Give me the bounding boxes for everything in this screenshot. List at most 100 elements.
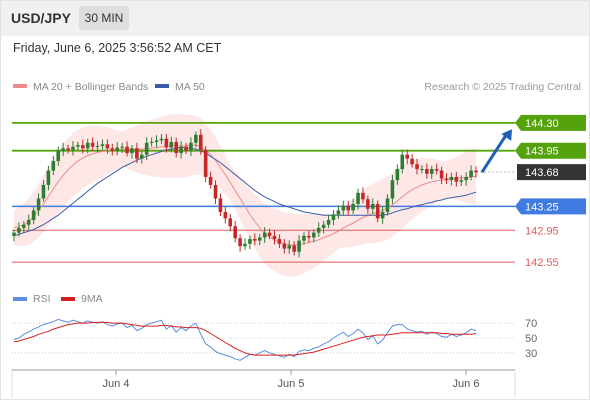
- rsi-legend-swatch-1: [61, 297, 75, 301]
- candle-body: [115, 147, 120, 151]
- candle-body: [66, 148, 70, 150]
- candle-body: [189, 142, 193, 151]
- candle-body: [154, 140, 159, 142]
- candle-body: [144, 142, 149, 155]
- level-label-142.95: 142.95: [525, 225, 559, 237]
- candle-body: [316, 227, 321, 233]
- forecast-arrow-head: [501, 129, 512, 141]
- candle-body: [233, 226, 237, 239]
- level-label-143.25: 143.25: [525, 201, 559, 213]
- candle-body: [267, 232, 272, 236]
- legend-swatch-1: [155, 84, 169, 88]
- legend-swatch-0: [13, 84, 27, 88]
- level-label-142.55: 142.55: [525, 257, 559, 269]
- candle-body: [272, 235, 277, 240]
- level-tag-143.95: [515, 142, 586, 159]
- datetime-label: Friday, June 6, 2025 3:56:52 AM CET: [13, 41, 222, 55]
- candle-body: [139, 154, 144, 159]
- candle-body: [238, 238, 242, 247]
- x-tick-jun-4: Jun 4: [103, 378, 130, 390]
- candle-body: [51, 161, 56, 171]
- candle-body: [321, 224, 326, 228]
- level-label-143.68: 143.68: [525, 167, 559, 179]
- candle-body: [174, 141, 178, 154]
- bollinger-band: [14, 114, 476, 277]
- legend-label-1: MA 50: [175, 81, 205, 93]
- candle-body: [149, 141, 154, 143]
- candle-body: [198, 134, 203, 150]
- x-tick-jun-6: Jun 6: [453, 378, 480, 390]
- candle-body: [459, 180, 464, 182]
- candle-body: [17, 227, 21, 233]
- candle-body: [120, 146, 124, 148]
- rsi-line: [13, 318, 477, 361]
- rsi-legend-swatch-0: [13, 297, 27, 301]
- candle-body: [213, 184, 218, 199]
- candle-body: [76, 145, 80, 147]
- candle-body: [405, 154, 409, 159]
- candle-body: [71, 146, 75, 150]
- candle-body: [125, 146, 129, 154]
- candle-body: [179, 146, 183, 154]
- candle-body: [474, 170, 478, 173]
- candles-group: [12, 129, 478, 258]
- candle-body: [208, 176, 213, 185]
- candle-body: [135, 148, 139, 159]
- rsi-ma-line: [13, 321, 477, 356]
- candle-body: [449, 176, 454, 181]
- candle-body: [105, 144, 110, 149]
- candle-body: [61, 148, 65, 151]
- candle-body: [366, 199, 370, 209]
- candle-body: [454, 176, 459, 182]
- candle-body: [110, 148, 115, 151]
- candle-body: [312, 232, 316, 238]
- candle-body: [56, 150, 61, 162]
- candle-body: [90, 142, 95, 147]
- candle-body: [336, 210, 341, 215]
- level-tag-143.25: [515, 198, 586, 215]
- candle-body: [326, 219, 331, 225]
- candle-body: [429, 169, 434, 174]
- candle-body: [184, 146, 188, 151]
- candle-body: [410, 158, 414, 165]
- candle-body: [26, 219, 31, 225]
- candle-body: [351, 204, 355, 211]
- candle-body: [307, 235, 311, 238]
- header-bar: USD/JPY 30 MIN: [0, 0, 590, 36]
- candle-body: [375, 204, 380, 219]
- candle-body: [331, 214, 336, 220]
- candle-body: [434, 169, 439, 171]
- candle-body: [218, 198, 223, 212]
- forecast-arrow-line: [480, 134, 508, 174]
- candle-body: [81, 145, 85, 149]
- timeframe-button[interactable]: 30 MIN: [79, 6, 129, 30]
- rsi-legend-label-1: 9MA: [81, 293, 103, 305]
- candle-body: [380, 211, 385, 219]
- level-tag-143.68: [517, 164, 586, 181]
- candle-body: [203, 149, 208, 177]
- candle-body: [400, 154, 405, 170]
- candle-body: [361, 192, 365, 200]
- candle-body: [469, 170, 473, 177]
- level-tag-144.30: [515, 114, 586, 131]
- candle-body: [257, 237, 262, 241]
- level-label-143.95: 143.95: [525, 146, 559, 158]
- candle-body: [31, 210, 36, 220]
- rsi-tick-70: 70: [525, 318, 537, 330]
- candle-body: [287, 245, 292, 249]
- attribution-label: Research © 2025 Trading Central: [424, 81, 581, 93]
- candle-body: [164, 138, 169, 148]
- candle-body: [370, 204, 375, 209]
- candle-body: [420, 169, 424, 171]
- candle-body: [302, 235, 306, 241]
- candle-body: [262, 232, 267, 238]
- level-label-144.30: 144.30: [525, 118, 559, 130]
- rsi-tick-50: 50: [525, 333, 537, 345]
- candle-body: [253, 239, 257, 241]
- candle-body: [46, 170, 51, 185]
- candle-body: [41, 184, 46, 199]
- candle-body: [346, 205, 351, 211]
- rsi-legend-label-0: RSI: [33, 293, 51, 305]
- candle-body: [248, 239, 252, 244]
